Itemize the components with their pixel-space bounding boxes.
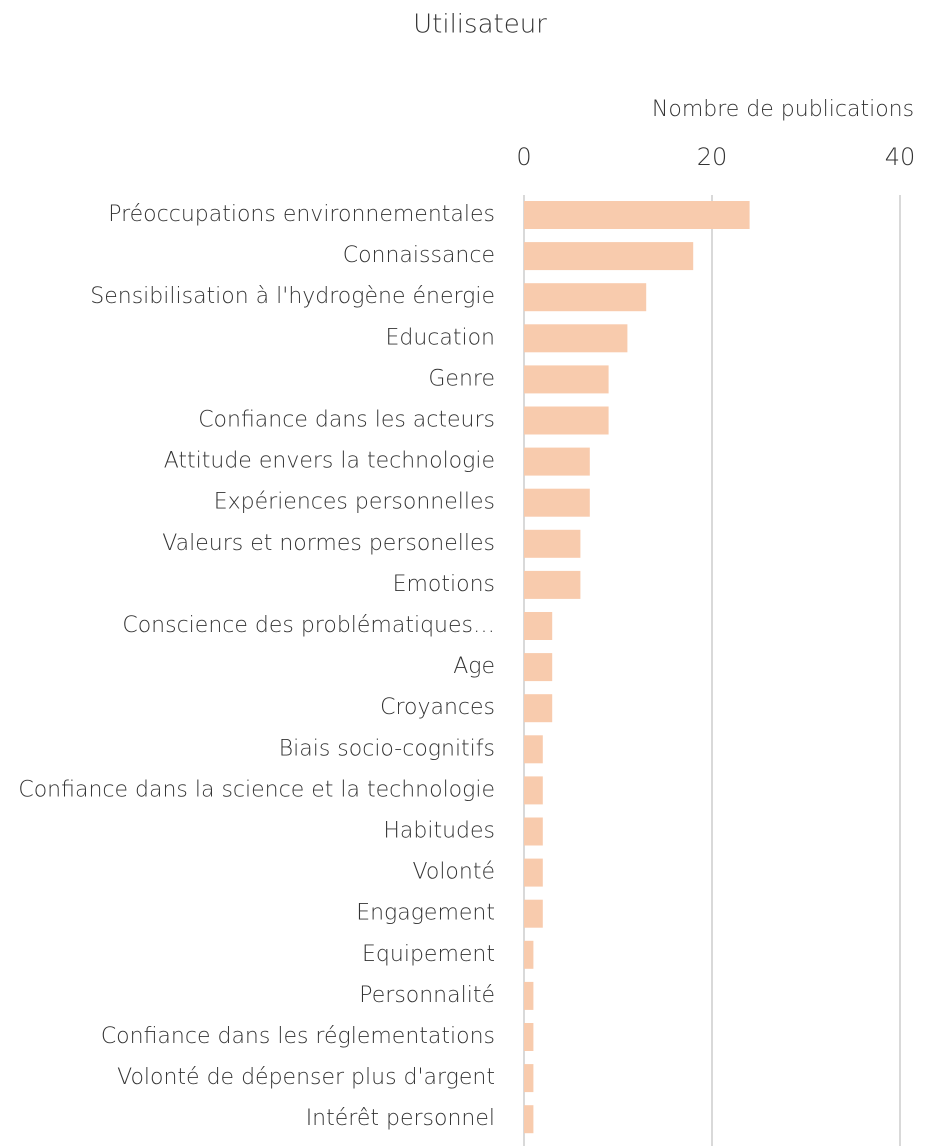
bar [524,612,553,640]
bar [524,201,750,229]
x-tick-label: 20 [697,143,728,171]
bar [524,817,543,846]
x-tick-label: 0 [516,143,531,171]
bar [524,899,543,928]
y-tick-label: Conscience des problématiques… [122,613,495,638]
bar [524,447,590,476]
y-tick-label: Volonté de dépenser plus d'argent [117,1065,495,1090]
bar [524,940,534,969]
x-tick-label: 40 [885,143,916,171]
y-tick-label: Habitudes [383,819,495,844]
bar [524,406,609,435]
y-tick-label: Age [453,654,495,679]
y-tick-label: Confiance dans les acteurs [198,408,495,433]
bar [524,858,543,887]
bar [524,242,694,271]
y-tick-label: Equipement [362,942,495,967]
chart-title: Utilisateur [413,10,547,40]
bar [524,324,628,353]
y-tick-label: Emotions [393,572,495,597]
y-tick-label: Expériences personnelles [214,490,495,515]
y-tick-label: Croyances [380,695,495,720]
x-axis-label: Nombre de publications [652,97,914,122]
bar [524,694,553,723]
bar [524,570,581,599]
bar [524,365,609,394]
bar [524,283,647,312]
y-tick-label: Confiance dans les réglementations [101,1024,495,1049]
y-tick-label: Sensibilisation à l'hydrogène énergie [90,284,495,309]
y-tick-label: Biais socio-cognitifs [279,736,495,761]
bar [524,653,553,682]
bar [524,1064,534,1093]
bar [524,981,534,1010]
y-tick-label: Attitude envers la technologie [164,449,495,474]
bar [524,735,543,764]
bar [524,1105,534,1134]
bar [524,529,581,558]
y-tick-label: Genre [428,366,495,391]
y-tick-label: Préoccupations environnementales [108,202,495,227]
y-tick-label: Valeurs et normes personelles [162,531,495,556]
bar [524,488,590,517]
y-tick-label: Connaissance [343,243,495,268]
y-tick-label: Intérêt personnel [306,1106,495,1131]
bar [524,776,543,805]
y-tick-label: Volonté [413,860,495,885]
y-tick-label: Engagement [356,901,495,926]
y-tick-label: Personnalité [359,983,495,1008]
bar [524,1023,534,1051]
y-tick-label: Education [385,325,495,350]
y-tick-label: Confiance dans la science et la technolo… [18,777,495,802]
